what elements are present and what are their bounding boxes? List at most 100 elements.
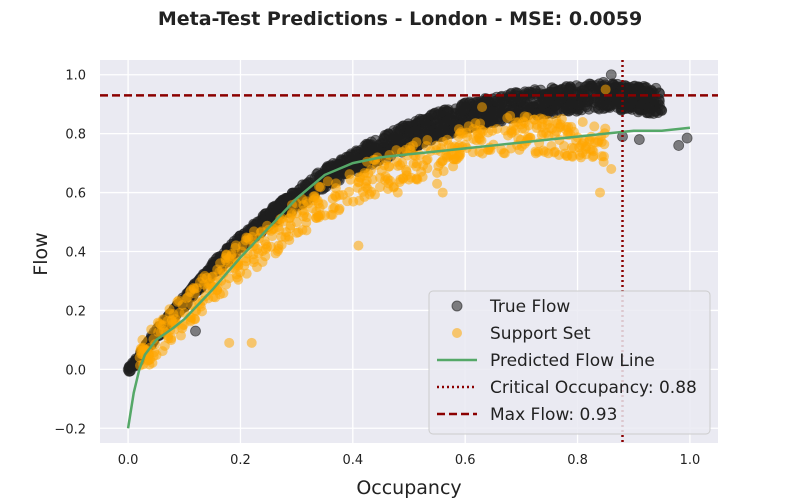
legend-label-max-flow: Max Flow: 0.93: [490, 405, 617, 425]
support-set-point: [589, 121, 600, 132]
support-set-point: [190, 305, 201, 316]
support-set-point: [554, 149, 565, 160]
support-set-point: [331, 191, 342, 202]
legend-label-true-flow: True Flow: [489, 297, 570, 317]
true-flow-point: [391, 128, 403, 140]
support-set-point: [137, 334, 148, 345]
true-flow-point: [573, 99, 584, 111]
support-set-point: [443, 140, 454, 151]
support-set-point: [596, 151, 607, 162]
support-set-point: [232, 272, 243, 283]
support-set-point: [141, 345, 152, 356]
support-set-point: [599, 139, 610, 150]
x-tick-label: 1.0: [680, 453, 701, 468]
y-tick-label: 0.0: [65, 363, 86, 378]
true-flow-point: [681, 132, 693, 144]
support-set-point: [531, 119, 542, 130]
support-set-point: [510, 124, 521, 135]
support-set-point: [538, 127, 549, 138]
support-set-point: [400, 144, 411, 155]
support-set-point: [188, 282, 199, 293]
support-set-point: [267, 231, 278, 242]
support-set-point: [376, 165, 387, 176]
support-set-point: [422, 135, 433, 146]
support-set-point: [411, 174, 422, 185]
chart-title: Meta-Test Predictions - London - MSE: 0.…: [158, 8, 642, 30]
support-set-point: [220, 255, 231, 266]
data-layer: [122, 69, 693, 377]
y-tick-label: −0.2: [54, 422, 86, 437]
x-tick-label: 0.2: [230, 453, 251, 468]
legend-label-support-set: Support Set: [490, 324, 591, 344]
true-flow-point: [584, 83, 596, 95]
support-set-point: [308, 191, 319, 202]
support-set-point: [334, 205, 345, 216]
true-flow-point: [124, 360, 136, 372]
support-set-point: [177, 300, 188, 311]
support-set-point: [577, 147, 588, 158]
support-set-point: [149, 347, 160, 358]
support-set-point: [477, 102, 488, 113]
support-set-point: [353, 240, 364, 251]
true-flow-point: [621, 102, 633, 114]
y-tick-label: 1.0: [65, 69, 86, 84]
true-flow-point: [654, 103, 666, 115]
support-set-point: [170, 318, 181, 329]
support-set-point: [353, 177, 364, 188]
legend-label-critical-occupancy: Critical Occupancy: 0.88: [490, 378, 697, 398]
support-set-point: [146, 324, 157, 335]
support-set-point: [284, 235, 295, 246]
support-set-point: [248, 257, 259, 268]
x-tick-label: 0.8: [567, 453, 588, 468]
support-set-point: [539, 146, 550, 157]
true-flow-point: [605, 69, 617, 81]
y-tick-label: 0.2: [65, 304, 86, 319]
true-flow-point: [267, 202, 279, 214]
x-axis-label: Occupancy: [356, 477, 461, 499]
support-set-point: [588, 150, 599, 161]
true-flow-point: [419, 121, 431, 133]
support-set-point: [262, 241, 273, 252]
support-set-point: [606, 164, 617, 175]
support-set-point: [432, 178, 443, 189]
true-flow-point: [673, 140, 685, 151]
support-set-point: [477, 126, 488, 137]
support-set-point: [577, 117, 588, 128]
support-set-point: [291, 217, 302, 228]
support-set-point: [276, 231, 287, 242]
support-set-point: [374, 182, 385, 193]
y-tick-label: 0.4: [65, 246, 86, 261]
support-set-point: [546, 140, 557, 151]
legend-marker-support-set: [452, 328, 462, 338]
support-set-point: [152, 317, 163, 328]
legend-frame: [428, 290, 711, 435]
y-tick-label: 0.8: [65, 128, 86, 143]
support-set-point: [584, 134, 595, 145]
true-flow-point: [379, 129, 391, 141]
true-flow-point: [410, 124, 421, 136]
support-set-point: [519, 123, 530, 134]
support-set-point: [392, 161, 403, 172]
support-set-point: [147, 357, 158, 368]
support-set-point: [344, 169, 355, 180]
support-set-point: [224, 273, 235, 284]
support-set-point: [286, 208, 297, 219]
true-flow-point: [633, 134, 645, 145]
support-set-point: [438, 166, 449, 177]
support-set-point: [454, 148, 465, 159]
support-set-point: [344, 186, 355, 197]
support-set-point: [354, 195, 365, 206]
support-set-point: [566, 142, 577, 153]
support-set-point: [600, 84, 611, 95]
support-set-point: [297, 225, 308, 236]
support-set-point: [342, 196, 353, 207]
x-tick-label: 0.0: [118, 453, 139, 468]
x-tick-label: 0.6: [455, 453, 476, 468]
support-set-point: [276, 239, 287, 250]
support-set-point: [315, 182, 326, 193]
true-flow-point: [635, 98, 647, 110]
predicted-flow-line: [126, 126, 691, 429]
support-set-point: [312, 211, 323, 222]
